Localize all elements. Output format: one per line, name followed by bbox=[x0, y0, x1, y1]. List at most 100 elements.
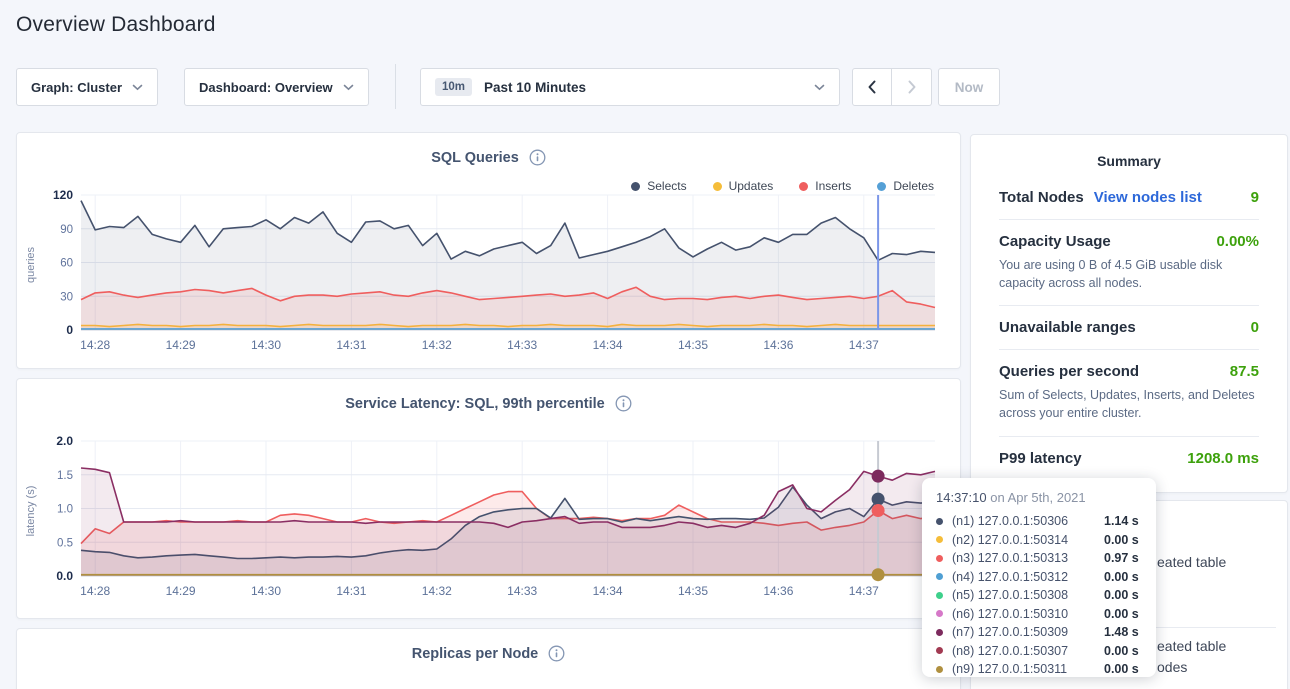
x-tick-label: 14:29 bbox=[166, 338, 196, 352]
crosshair-dot bbox=[872, 493, 885, 506]
chart-hover-tooltip: 14:37:10 on Apr 5th, 2021 (n1) 127.0.0.1… bbox=[922, 478, 1156, 677]
qps-description: Sum of Selects, Updates, Inserts, and De… bbox=[999, 386, 1259, 422]
x-tick-label: 14:30 bbox=[251, 338, 281, 352]
info-icon[interactable] bbox=[548, 645, 565, 662]
time-step-buttons bbox=[852, 68, 932, 106]
graph-dropdown-label: Graph: Cluster bbox=[31, 80, 122, 95]
service-latency-panel: Service Latency: SQL, 99th percentile la… bbox=[16, 378, 961, 619]
divider bbox=[999, 219, 1259, 220]
x-tick-label: 14:35 bbox=[678, 338, 708, 352]
qps-value: 87.5 bbox=[1230, 363, 1259, 380]
chart-svg[interactable]: 030609012014:2814:2914:3014:3114:3214:33… bbox=[41, 189, 953, 365]
node-latency-value: 0.00 s bbox=[1104, 570, 1139, 584]
dashboard-dropdown[interactable]: Dashboard: Overview bbox=[184, 68, 369, 106]
node-color-dot bbox=[936, 666, 943, 673]
y-axis-label: queries bbox=[25, 247, 37, 283]
divider bbox=[999, 305, 1259, 306]
x-tick-label: 14:31 bbox=[336, 584, 366, 598]
info-icon[interactable] bbox=[615, 395, 632, 412]
node-address: (n3) 127.0.0.1:50313 bbox=[952, 551, 1104, 565]
tooltip-time: 14:37:10 bbox=[936, 490, 990, 505]
toolbar-divider bbox=[395, 64, 396, 109]
summary-row-total-nodes: Total Nodes View nodes list 9 bbox=[999, 189, 1259, 206]
page-title: Overview Dashboard bbox=[16, 13, 216, 37]
tooltip-row: (n6) 127.0.0.1:503100.00 s bbox=[936, 605, 1142, 624]
node-latency-value: 0.00 s bbox=[1104, 662, 1139, 676]
node-address: (n5) 127.0.0.1:50308 bbox=[952, 588, 1104, 602]
y-tick-label: 0.0 bbox=[56, 569, 73, 583]
node-color-dot bbox=[936, 536, 943, 543]
graph-dropdown[interactable]: Graph: Cluster bbox=[16, 68, 158, 106]
time-range-badge: 10m bbox=[435, 78, 472, 96]
chart-svg[interactable]: 0.00.51.01.52.014:2814:2914:3014:3114:32… bbox=[41, 435, 953, 611]
chevron-down-icon bbox=[132, 84, 143, 91]
x-tick-label: 14:32 bbox=[422, 584, 452, 598]
event-text-fragment: odes bbox=[1157, 659, 1187, 675]
x-tick-label: 14:37 bbox=[849, 584, 879, 598]
p99-latency-value: 1208.0 ms bbox=[1187, 450, 1259, 467]
y-tick-label: 1.0 bbox=[57, 504, 73, 516]
crosshair-dot bbox=[872, 568, 885, 581]
x-tick-label: 14:34 bbox=[593, 584, 623, 598]
node-address: (n6) 127.0.0.1:50310 bbox=[952, 607, 1104, 621]
p99-latency-label: P99 latency bbox=[999, 450, 1082, 467]
tooltip-row: (n2) 127.0.0.1:503140.00 s bbox=[936, 531, 1142, 550]
node-address: (n9) 127.0.0.1:50311 bbox=[952, 662, 1104, 676]
view-nodes-list-link[interactable]: View nodes list bbox=[1094, 189, 1202, 206]
tooltip-row: (n3) 127.0.0.1:503130.97 s bbox=[936, 549, 1142, 568]
summary-title: Summary bbox=[999, 153, 1259, 169]
chevron-down-icon bbox=[814, 84, 825, 91]
tooltip-row: (n5) 127.0.0.1:503080.00 s bbox=[936, 586, 1142, 605]
summary-card: Summary Total Nodes View nodes list 9 Ca… bbox=[970, 134, 1288, 493]
y-tick-label: 120 bbox=[53, 189, 73, 202]
qps-label: Queries per second bbox=[999, 363, 1139, 380]
x-tick-label: 14:32 bbox=[422, 338, 452, 352]
capacity-value: 0.00% bbox=[1216, 233, 1259, 250]
now-button[interactable]: Now bbox=[938, 68, 1000, 106]
x-tick-label: 14:29 bbox=[166, 584, 196, 598]
node-address: (n2) 127.0.0.1:50314 bbox=[952, 533, 1104, 547]
x-tick-label: 14:33 bbox=[507, 584, 537, 598]
x-tick-label: 14:31 bbox=[336, 338, 366, 352]
y-tick-label: 60 bbox=[60, 258, 73, 270]
replicas-per-node-panel: Replicas per Node bbox=[16, 628, 961, 689]
crosshair-dot bbox=[872, 504, 885, 517]
capacity-label: Capacity Usage bbox=[999, 233, 1111, 250]
total-nodes-value: 9 bbox=[1251, 189, 1259, 206]
node-color-dot bbox=[936, 573, 943, 580]
y-axis-label: latency (s) bbox=[25, 486, 37, 537]
chart-title: Service Latency: SQL, 99th percentile bbox=[345, 396, 605, 412]
x-tick-label: 14:28 bbox=[80, 338, 110, 352]
tooltip-row: (n8) 127.0.0.1:503070.00 s bbox=[936, 642, 1142, 661]
next-time-button[interactable] bbox=[892, 68, 932, 106]
x-tick-label: 14:37 bbox=[849, 338, 879, 352]
chart-title: SQL Queries bbox=[431, 150, 519, 166]
node-address: (n7) 127.0.0.1:50309 bbox=[952, 625, 1104, 639]
event-text-fragment: eated table bbox=[1157, 554, 1226, 570]
crosshair-dot bbox=[872, 470, 885, 483]
node-address: (n8) 127.0.0.1:50307 bbox=[952, 644, 1104, 658]
unavailable-ranges-label: Unavailable ranges bbox=[999, 319, 1136, 336]
tooltip-timestamp: 14:37:10 on Apr 5th, 2021 bbox=[936, 490, 1142, 505]
divider bbox=[999, 349, 1259, 350]
y-tick-label: 30 bbox=[60, 291, 73, 303]
info-icon[interactable] bbox=[529, 149, 546, 166]
service-latency-chart[interactable]: 0.00.51.01.52.014:2814:2914:3014:3114:32… bbox=[41, 435, 953, 611]
chevron-right-icon bbox=[907, 80, 917, 94]
node-latency-value: 0.00 s bbox=[1104, 644, 1139, 658]
overview-dashboard-page: Overview Dashboard Graph: Cluster Dashbo… bbox=[0, 0, 1290, 689]
node-color-dot bbox=[936, 610, 943, 617]
time-range-selector[interactable]: 10m Past 10 Minutes bbox=[420, 68, 840, 106]
node-color-dot bbox=[936, 518, 943, 525]
divider bbox=[999, 436, 1259, 437]
event-text-fragment: eated table bbox=[1157, 638, 1226, 654]
node-latency-value: 0.00 s bbox=[1104, 533, 1139, 547]
node-latency-value: 0.97 s bbox=[1104, 551, 1139, 565]
node-color-dot bbox=[936, 629, 943, 636]
sql-queries-chart[interactable]: 030609012014:2814:2914:3014:3114:3214:33… bbox=[41, 189, 953, 365]
node-latency-value: 0.00 s bbox=[1104, 607, 1139, 621]
prev-time-button[interactable] bbox=[852, 68, 892, 106]
y-tick-label: 0.5 bbox=[57, 537, 73, 549]
total-nodes-label: Total Nodes bbox=[999, 189, 1084, 206]
summary-row-unavailable-ranges: Unavailable ranges 0 bbox=[999, 319, 1259, 336]
